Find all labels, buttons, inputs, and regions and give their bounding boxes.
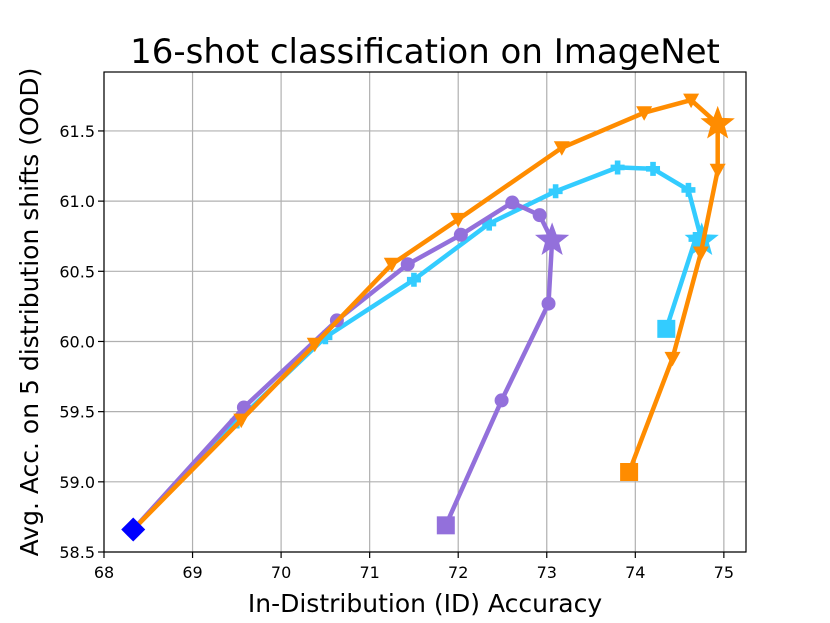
data-point-plus (406, 272, 421, 287)
data-point-circle (494, 393, 509, 408)
data-point-triangle (636, 106, 653, 121)
x-tick-label: 72 (448, 563, 468, 582)
data-point-circle (532, 208, 547, 223)
x-tick-label: 74 (625, 563, 645, 582)
y-tick-label: 60.5 (59, 262, 95, 281)
data-point-triangle (553, 141, 570, 156)
data-point-triangle (383, 257, 400, 273)
data-point-circle (400, 257, 415, 272)
end-point-square (657, 319, 676, 338)
y-tick-label: 59.5 (59, 403, 95, 422)
chart-title: 16-shot classification on ImageNet (130, 32, 720, 72)
x-tick-label: 73 (537, 563, 557, 582)
x-tick-label: 70 (271, 563, 291, 582)
y-tick-label: 61.0 (59, 192, 95, 211)
series-line (130, 200, 555, 532)
x-axis-label: In-Distribution (ID) Accuracy (248, 589, 602, 618)
series-1 (130, 195, 570, 535)
data-point-triangle (709, 163, 726, 179)
data-point-circle (505, 195, 520, 210)
y-tick-label: 61.5 (59, 122, 95, 141)
x-tick-label: 71 (359, 563, 379, 582)
data-point-plus (610, 160, 625, 175)
plot-frame (103, 71, 747, 553)
data-point-triangle (692, 246, 709, 262)
y-tick-label: 60.0 (59, 332, 95, 351)
x-tick-label: 68 (94, 563, 114, 582)
data-point-triangle (450, 212, 467, 228)
data-point-triangle (664, 351, 681, 367)
series-2 (130, 93, 735, 532)
data-point-plus (548, 184, 563, 199)
start-point-diamond (121, 517, 146, 542)
data-point-circle (453, 227, 468, 242)
data-point-plus (681, 182, 696, 197)
best-point-star (700, 105, 735, 139)
data-point-triangle (233, 413, 250, 429)
data-point-triangle (306, 337, 323, 353)
y-tick-label: 59.0 (59, 473, 95, 492)
series-line (130, 165, 704, 532)
ticks: 68 69 70 71 72 73 74 75 58.5 59.0 59.5 60.0 60.5 61.0… (59, 122, 734, 582)
data-point-plus (318, 330, 333, 345)
end-point-square (620, 463, 639, 481)
data-point-plus (482, 216, 497, 231)
data-point-plus (646, 161, 661, 176)
data-point-circle (541, 296, 556, 311)
end-point-square (436, 516, 455, 535)
x-tick-label: 69 (182, 563, 202, 582)
x-tick-label: 75 (714, 563, 734, 582)
best-point-star (535, 222, 570, 255)
grid (103, 72, 746, 553)
series-layer (121, 93, 735, 542)
data-point-triangle (683, 93, 700, 109)
y-axis-label: Avg. Acc. on 5 distribution shifts (OOD) (15, 68, 44, 557)
y-tick-label: 58.5 (59, 543, 95, 562)
